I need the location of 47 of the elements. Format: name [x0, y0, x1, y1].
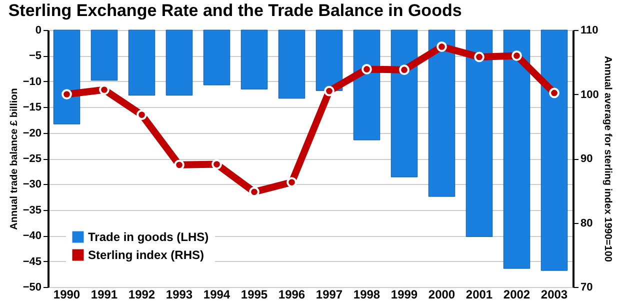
x-tick-label: 2001 — [466, 288, 493, 302]
x-tick-label: 2003 — [540, 288, 568, 302]
x-tick-label: 1993 — [166, 288, 193, 302]
chart-title: Sterling Exchange Rate and the Trade Balance in Goods — [8, 1, 462, 20]
x-tick-label: 1999 — [390, 288, 418, 302]
point — [549, 88, 560, 98]
y-tick-label: −20 — [22, 127, 42, 140]
y2-tick-label: 110 — [580, 24, 598, 36]
y-tick-label: −30 — [22, 178, 42, 191]
y-tick-label: −35 — [22, 204, 42, 216]
x-tick-label: 1992 — [128, 288, 156, 302]
point — [212, 159, 222, 170]
point — [474, 52, 484, 62]
point — [362, 64, 372, 74]
y2-tick-label: 70 — [580, 282, 593, 294]
x-tick-label: 1995 — [240, 288, 268, 302]
y-tick-label: −45 — [22, 256, 42, 268]
y-tick-label: −40 — [22, 230, 42, 242]
y-tick-label: −15 — [22, 102, 42, 114]
point — [436, 42, 447, 52]
y-tick-label: −50 — [22, 282, 42, 294]
x-tick-label: 1990 — [53, 288, 80, 302]
x-tick-label: 1991 — [90, 288, 118, 302]
x-tick-label: 2000 — [428, 288, 456, 302]
point — [286, 177, 297, 188]
y2-axis-title: Annual average for sterling index 1990=100 — [602, 56, 613, 262]
x-tick-label: 1994 — [203, 288, 230, 302]
point — [324, 86, 334, 96]
point — [62, 89, 72, 100]
y-axis-title: Annual trade balance £ billion — [8, 88, 20, 230]
y2-tick-label: 100 — [580, 88, 599, 101]
y-tick-label: 0 — [35, 24, 42, 36]
point — [399, 64, 410, 76]
x-tick-label: 1996 — [278, 288, 306, 302]
y-tick-label: −25 — [22, 153, 42, 165]
y-tick-label: −10 — [22, 76, 42, 88]
x-tick-label: 2002 — [503, 288, 530, 302]
y2-tick-label: 80 — [580, 217, 593, 230]
y-tick-label: −5 — [28, 50, 42, 62]
point — [99, 84, 110, 95]
point — [512, 50, 522, 61]
legend-label: Sterling index (RHS) — [88, 248, 204, 262]
x-tick-label: 1998 — [353, 288, 380, 302]
x-tick-label: 1997 — [316, 288, 343, 302]
y2-tick-label: 90 — [580, 153, 593, 165]
point — [136, 110, 147, 120]
legend-label: Trade in goods (LHS) — [88, 230, 209, 244]
